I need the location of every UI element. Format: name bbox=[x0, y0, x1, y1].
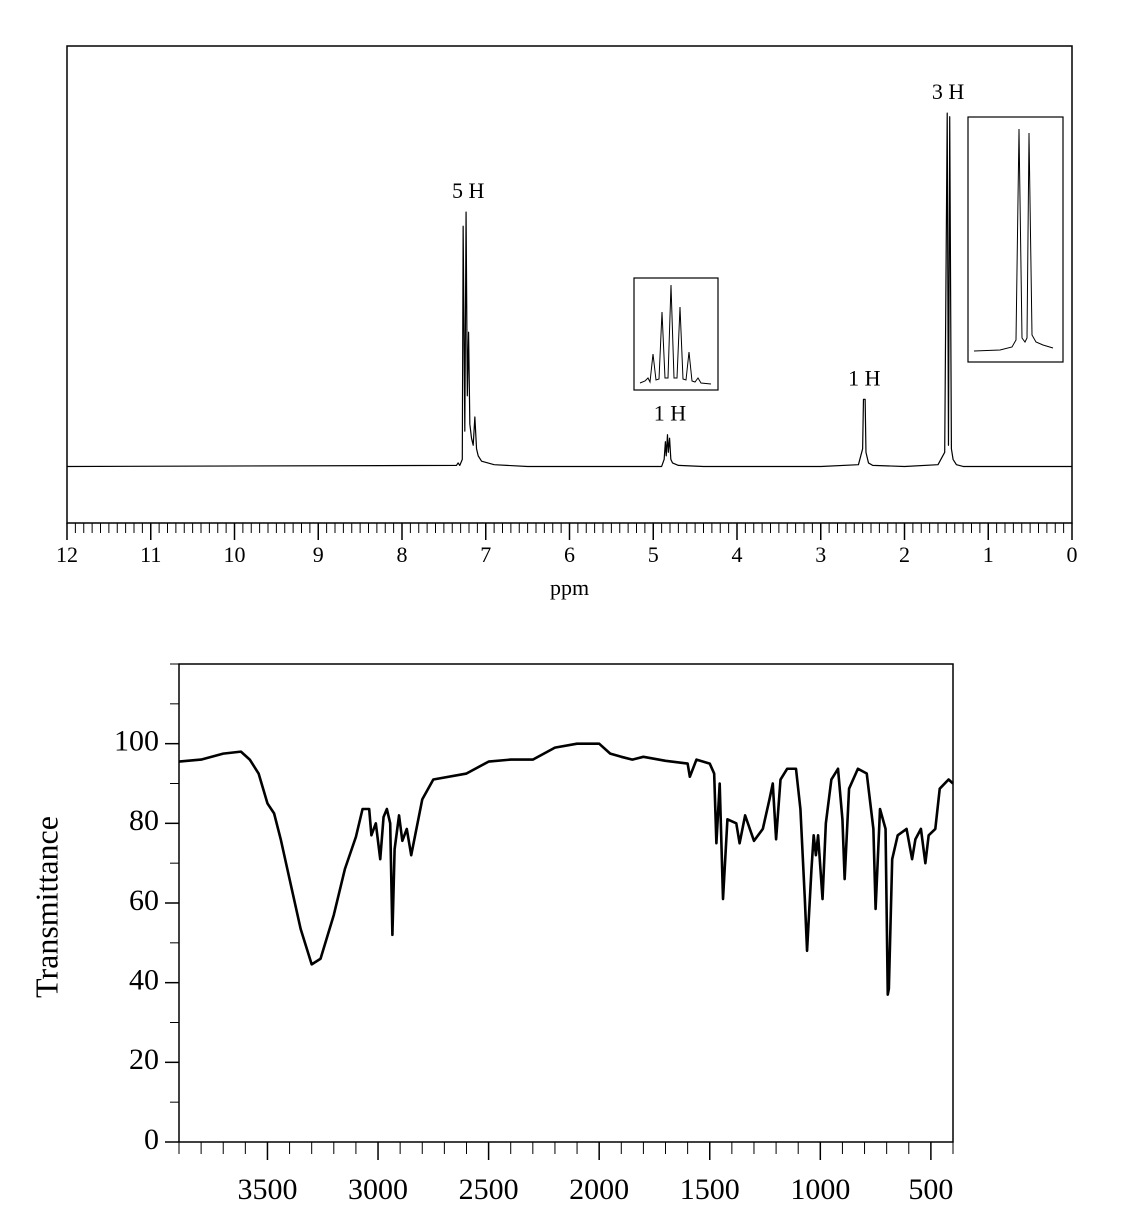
spectrum-line bbox=[178, 742, 954, 996]
inset-doublet bbox=[967, 116, 1064, 363]
inset-multiplet bbox=[633, 277, 719, 391]
x-tick-label: 11 bbox=[140, 542, 161, 567]
plot-frame bbox=[66, 45, 1073, 524]
y-tick-label: 100 bbox=[114, 725, 159, 758]
peak-annotation: 5 H bbox=[452, 178, 485, 203]
x-tick-label: 9 bbox=[313, 542, 324, 567]
y-axis-label: Transmittance bbox=[28, 816, 64, 998]
x-tick-label: 500 bbox=[908, 1173, 953, 1206]
x-tick-label: 0 bbox=[1067, 542, 1078, 567]
x-tick-label: 12 bbox=[56, 542, 78, 567]
peak-annotation: 1 H bbox=[654, 401, 687, 426]
x-tick-label: 1000 bbox=[790, 1173, 850, 1206]
x-axis-label: ppm bbox=[550, 575, 589, 600]
y-tick-label: 40 bbox=[129, 964, 159, 997]
x-tick-label: 8 bbox=[397, 542, 408, 567]
x-tick-label: 5 bbox=[648, 542, 659, 567]
peak-annotation: 1 H bbox=[848, 365, 881, 390]
y-tick-label: 20 bbox=[129, 1043, 159, 1076]
x-tick-label: 2000 bbox=[569, 1173, 629, 1206]
x-tick-label: 2 bbox=[899, 542, 910, 567]
spectrum-line bbox=[66, 112, 1072, 468]
x-tick-label: 6 bbox=[564, 542, 575, 567]
x-tick-label: 1500 bbox=[680, 1173, 740, 1206]
x-tick-label: 4 bbox=[732, 542, 743, 567]
x-tick-label: 3 bbox=[815, 542, 826, 567]
peak-annotation: 3 H bbox=[932, 79, 965, 104]
x-tick-label: 1 bbox=[983, 542, 994, 567]
x-tick-label: 3500 bbox=[237, 1173, 297, 1206]
x-tick-label: 2500 bbox=[459, 1173, 519, 1206]
x-tick-label: 10 bbox=[224, 542, 246, 567]
y-tick-label: 60 bbox=[129, 884, 159, 917]
y-tick-label: 80 bbox=[129, 804, 159, 837]
x-tick-label: 7 bbox=[480, 542, 491, 567]
x-tick-label: 3000 bbox=[348, 1173, 408, 1206]
y-tick-label: 0 bbox=[144, 1123, 159, 1156]
